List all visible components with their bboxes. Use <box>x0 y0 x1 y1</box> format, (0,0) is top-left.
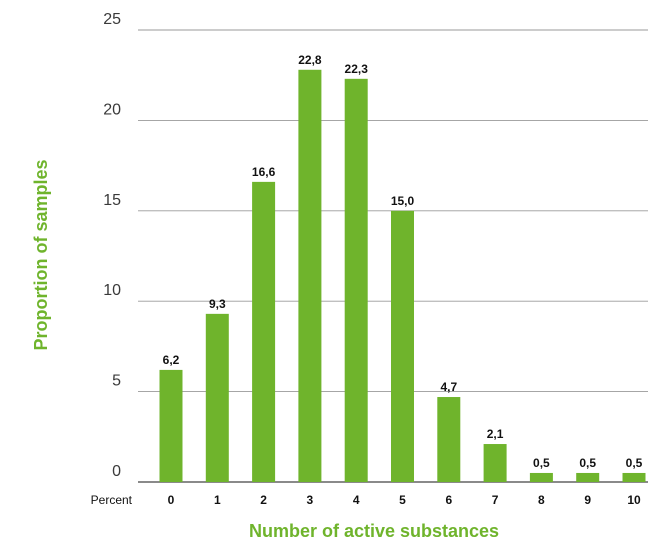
y-tick-label: 15 <box>103 192 121 209</box>
x-axis-prefix-label: Percent <box>91 493 133 507</box>
bar-2 <box>252 182 275 482</box>
x-axis-title: Number of active substances <box>249 521 499 541</box>
x-tick-label-9: 9 <box>584 493 591 507</box>
data-label-3: 22,8 <box>298 53 322 67</box>
data-label-1: 9,3 <box>209 297 226 311</box>
data-label-4: 22,3 <box>345 62 369 76</box>
x-tick-label-6: 6 <box>445 493 452 507</box>
x-tick-label-3: 3 <box>307 493 314 507</box>
y-axis-title: Proportion of samples <box>31 159 51 350</box>
data-label-5: 15,0 <box>391 194 415 208</box>
y-axis-ticks: 0 5 10 15 20 25 <box>103 11 121 480</box>
data-label-9: 0,5 <box>579 456 596 470</box>
bar-1 <box>206 314 229 482</box>
bar-0 <box>160 370 183 482</box>
x-tick-label-5: 5 <box>399 493 406 507</box>
x-tick-label-2: 2 <box>260 493 267 507</box>
x-tick-label-8: 8 <box>538 493 545 507</box>
x-tick-label-0: 0 <box>168 493 175 507</box>
bar-4 <box>345 79 368 482</box>
data-label-7: 2,1 <box>487 427 504 441</box>
y-tick-label: 10 <box>103 282 121 299</box>
data-label-2: 16,6 <box>252 165 276 179</box>
bar-8 <box>530 473 553 482</box>
bar-9 <box>576 473 599 482</box>
y-tick-label: 5 <box>112 373 121 390</box>
bar-10 <box>623 473 646 482</box>
y-tick-label: 25 <box>103 11 121 28</box>
y-tick-label: 0 <box>112 463 121 480</box>
data-label-10: 0,5 <box>626 456 643 470</box>
x-axis-ticks: Percent 0 1 2 3 4 5 6 7 8 9 10 <box>91 493 641 507</box>
bar-5 <box>391 211 414 482</box>
bar-7 <box>484 444 507 482</box>
data-label-8: 0,5 <box>533 456 550 470</box>
bars <box>160 70 646 482</box>
x-tick-label-4: 4 <box>353 493 360 507</box>
data-label-0: 6,2 <box>163 353 180 367</box>
bar-6 <box>437 397 460 482</box>
x-tick-label-7: 7 <box>492 493 499 507</box>
data-label-6: 4,7 <box>440 380 457 394</box>
bar-3 <box>298 70 321 482</box>
x-tick-label-1: 1 <box>214 493 221 507</box>
x-tick-label-10: 10 <box>627 493 641 507</box>
y-tick-label: 20 <box>103 101 121 118</box>
